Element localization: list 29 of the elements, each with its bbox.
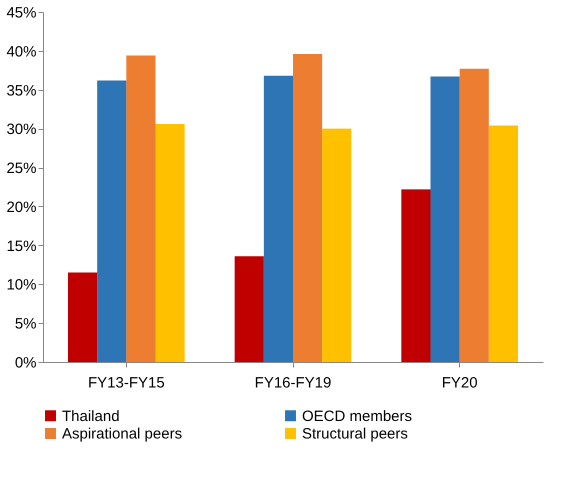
legend-label: Aspirational peers: [62, 426, 182, 442]
bar: [401, 189, 430, 362]
y-tick-label: 20%: [6, 198, 36, 216]
legend-label: Structural peers: [302, 426, 408, 442]
bar: [126, 56, 156, 362]
y-tick-label: 40%: [6, 43, 36, 60]
x-tick-label: FY20: [442, 374, 478, 392]
x-tick-label: FY16-FY19: [254, 374, 332, 392]
y-tick-label: 25%: [6, 160, 36, 178]
bar: [430, 76, 460, 362]
bar: [97, 80, 126, 362]
bar: [293, 54, 322, 362]
bar: [488, 126, 518, 362]
y-tick-label: 45%: [6, 4, 36, 22]
bar: [156, 124, 185, 362]
y-tick-label: 30%: [6, 121, 36, 138]
y-tick-label: 5%: [14, 316, 36, 333]
legend-label: OECD members: [302, 408, 412, 425]
bar: [234, 256, 264, 362]
y-tick-label: 0%: [14, 354, 36, 372]
bar: [68, 272, 98, 362]
y-tick-label: 35%: [6, 82, 36, 100]
bar: [264, 76, 293, 362]
x-tick-label: FY13-FY15: [88, 374, 165, 392]
y-tick-label: 15%: [6, 238, 36, 255]
y-tick-label: 10%: [6, 276, 36, 294]
bar: [460, 68, 489, 362]
legend-label: Thailand: [62, 408, 120, 425]
bar: [322, 128, 352, 362]
